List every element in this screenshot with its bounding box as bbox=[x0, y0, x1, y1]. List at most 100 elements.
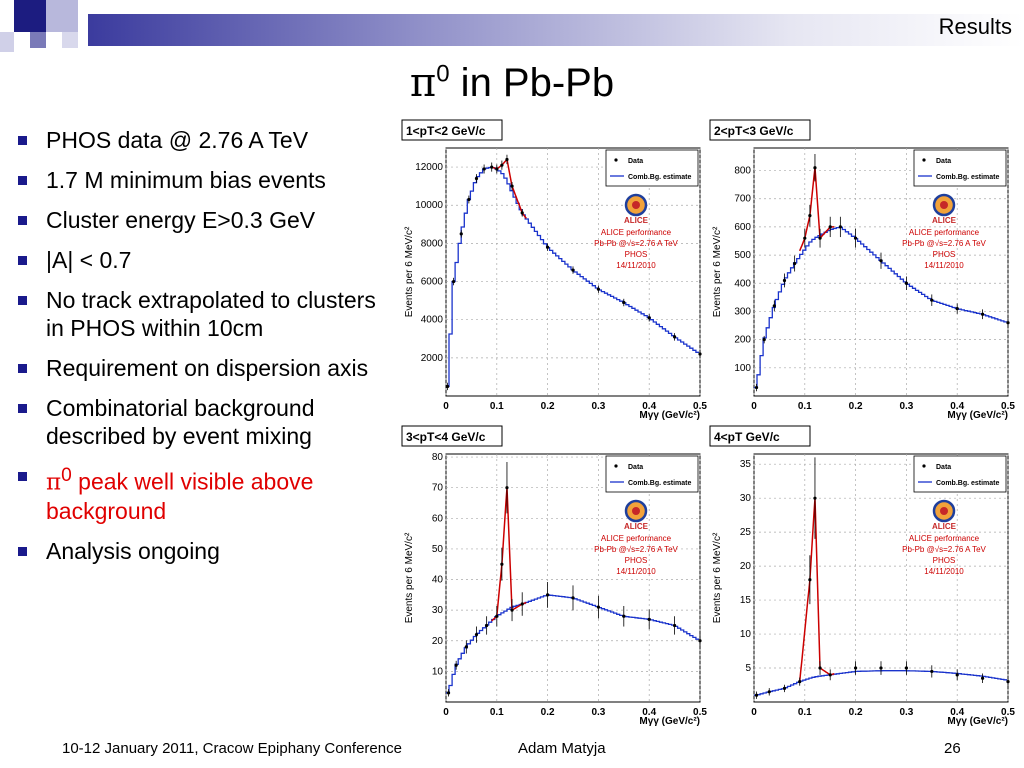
bullet-text: No track extrapolated to clusters in PHO… bbox=[46, 287, 376, 341]
y-axis-label: Events per 6 MeV/c² bbox=[404, 532, 415, 623]
x-axis-label: Mγγ (GeV/c²) bbox=[947, 716, 1008, 726]
performance-annotation: PHOS bbox=[933, 556, 956, 565]
legend-marker-data bbox=[922, 158, 926, 162]
y-tick-label: 60 bbox=[432, 513, 444, 524]
data-point bbox=[698, 352, 702, 356]
bullet-item: Requirement on dispersion axis bbox=[18, 354, 398, 382]
bullet-text: 1.7 M minimum bias events bbox=[46, 167, 326, 193]
performance-annotation: 14/11/2010 bbox=[924, 567, 964, 576]
x-tick-label: 0.1 bbox=[798, 401, 812, 412]
data-point bbox=[596, 287, 600, 291]
alice-logo-text: ALICE bbox=[624, 522, 649, 531]
bullet-text: Combinatorial background described by ev… bbox=[46, 395, 315, 449]
bullet-text: peak well visible above background bbox=[46, 468, 314, 524]
data-point bbox=[445, 384, 450, 389]
data-point bbox=[772, 304, 776, 308]
y-tick-label: 300 bbox=[734, 306, 751, 317]
plot-frame bbox=[445, 453, 701, 703]
bullet-text: PHOS data @ 2.76 A TeV bbox=[46, 127, 309, 153]
alice-logo-text: ALICE bbox=[932, 216, 957, 225]
y-tick-label: 100 bbox=[734, 363, 751, 374]
bullet-item: No track extrapolated to clusters in PHO… bbox=[18, 286, 398, 342]
y-tick-label: 10 bbox=[740, 629, 752, 640]
bullet-text: Cluster energy E>0.3 GeV bbox=[46, 207, 316, 233]
data-point bbox=[505, 486, 509, 490]
data-point bbox=[510, 184, 514, 188]
bullet-symbol: π bbox=[46, 469, 62, 496]
data-point bbox=[828, 225, 832, 229]
data-point bbox=[464, 645, 468, 649]
x-tick-label: 0.5 bbox=[693, 401, 707, 412]
x-tick-label: 0.3 bbox=[899, 707, 913, 718]
x-tick-label: 0.5 bbox=[693, 707, 707, 718]
performance-annotation: PHOS bbox=[933, 250, 956, 259]
x-tick-label: 0.2 bbox=[849, 707, 863, 718]
plot-pt-1-2: 1<pT<2 GeV/c 0 0.1 0.2 0.3 0.4 0.5 2000 4000 6000… bbox=[400, 118, 708, 420]
legend-label-data: Data bbox=[628, 464, 643, 471]
legend-label-bg: Comb.Bg. estimate bbox=[936, 174, 1000, 181]
y-tick-label: 10 bbox=[432, 666, 444, 677]
legend-label-data: Data bbox=[936, 464, 951, 471]
data-point bbox=[490, 165, 494, 169]
data-point bbox=[500, 562, 504, 566]
x-tick-label: 0.4 bbox=[950, 401, 964, 412]
data-point bbox=[808, 578, 812, 582]
slide-title: π0 in Pb-Pb bbox=[0, 60, 1024, 106]
performance-annotation: Pb-Pb @√s=2.76 A TeV bbox=[594, 239, 678, 248]
data-point bbox=[505, 157, 509, 162]
bullet-item: Cluster energy E>0.3 GeV bbox=[18, 206, 398, 234]
data-point bbox=[520, 602, 524, 606]
x-tick-label: 0.4 bbox=[950, 707, 964, 718]
decor-square bbox=[0, 32, 14, 52]
bullet-item: PHOS data @ 2.76 A TeV bbox=[18, 126, 398, 154]
data-point bbox=[955, 307, 959, 311]
x-tick-label: 0 bbox=[751, 401, 757, 412]
data-point bbox=[1006, 680, 1010, 684]
plot-title-box bbox=[709, 119, 811, 141]
data-point bbox=[798, 680, 802, 684]
y-tick-label: 2000 bbox=[421, 353, 444, 364]
data-point bbox=[838, 225, 842, 229]
data-point bbox=[904, 666, 908, 670]
data-point bbox=[904, 281, 908, 285]
y-tick-label: 4000 bbox=[421, 315, 444, 326]
performance-annotation: Pb-Pb @√s=2.76 A TeV bbox=[902, 545, 986, 554]
y-tick-label: 5 bbox=[745, 663, 751, 674]
data-point bbox=[520, 211, 524, 215]
plot-frame bbox=[753, 147, 1009, 397]
y-tick-label: 500 bbox=[734, 250, 751, 261]
data-point bbox=[485, 623, 489, 628]
data-point bbox=[782, 686, 787, 691]
y-tick-label: 6000 bbox=[421, 277, 444, 288]
plot-frame bbox=[445, 147, 701, 397]
slide-decoration bbox=[0, 0, 1024, 52]
plot-pt-2-3: 2<pT<3 GeV/c 0 0.1 0.2 0.3 0.4 0.5 100 200 300 400… bbox=[708, 118, 1016, 420]
legend-marker-data bbox=[922, 464, 926, 468]
data-point bbox=[818, 236, 822, 240]
x-tick-label: 0.5 bbox=[1001, 707, 1015, 718]
alice-logo-core bbox=[940, 201, 948, 209]
legend-label-data: Data bbox=[936, 158, 951, 165]
series-fit-curve bbox=[798, 167, 835, 252]
legend-box bbox=[605, 149, 699, 187]
x-tick-label: 0 bbox=[751, 707, 757, 718]
x-axis-label: Mγγ (GeV/c²) bbox=[947, 410, 1008, 420]
bullet-list: PHOS data @ 2.76 A TeV 1.7 M minimum bia… bbox=[18, 126, 398, 577]
data-point bbox=[647, 316, 651, 320]
performance-annotation: PHOS bbox=[625, 556, 648, 565]
y-axis-label: Events per 6 MeV/c² bbox=[712, 532, 723, 623]
y-tick-label: 20 bbox=[740, 561, 752, 572]
legend-label-bg: Comb.Bg. estimate bbox=[628, 174, 692, 181]
data-point bbox=[495, 167, 499, 171]
series-comb-bg bbox=[754, 670, 1007, 696]
data-point bbox=[459, 232, 463, 236]
data-point bbox=[808, 214, 812, 218]
plot-title: 3<pT<4 GeV/c bbox=[406, 430, 486, 444]
alice-logo-core bbox=[632, 507, 640, 515]
data-point bbox=[500, 163, 504, 167]
data-point bbox=[546, 245, 550, 249]
y-tick-label: 80 bbox=[432, 452, 444, 463]
y-tick-label: 50 bbox=[432, 544, 444, 555]
bullet-item: Combinatorial background described by ev… bbox=[18, 394, 398, 450]
data-point bbox=[955, 673, 959, 677]
